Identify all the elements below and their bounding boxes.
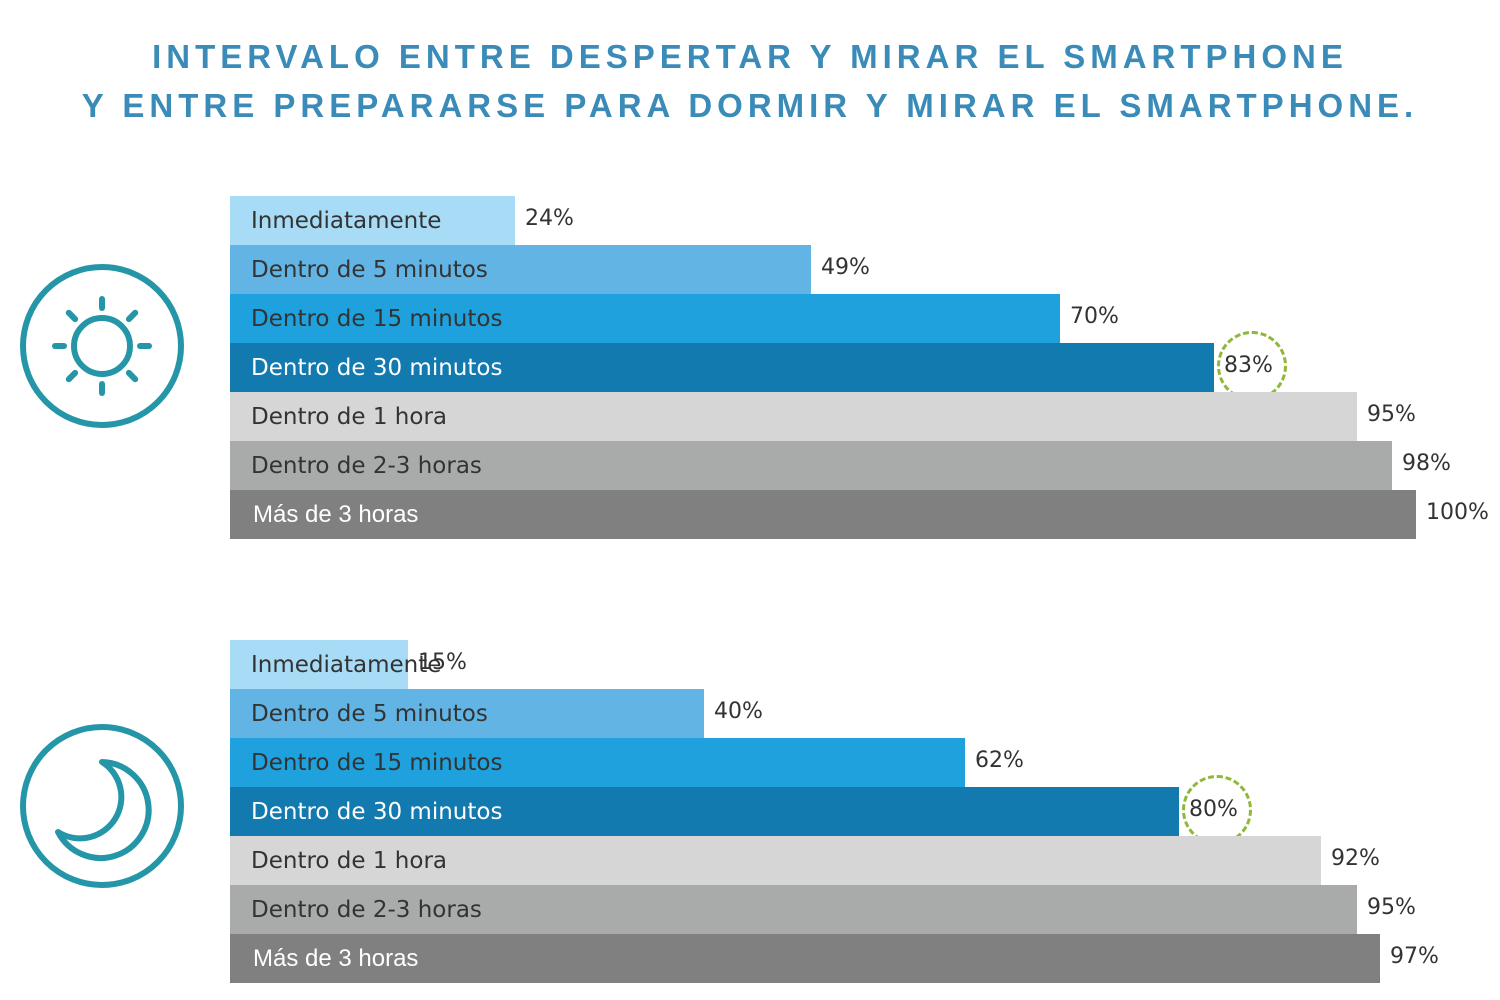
bar-value-label: 98% bbox=[1402, 451, 1451, 476]
bar: Inmediatamente bbox=[230, 196, 515, 245]
bar: Más de 3 horas bbox=[230, 490, 1416, 539]
highlight-ring bbox=[1217, 331, 1287, 401]
bar-category-label: Dentro de 1 hora bbox=[251, 403, 447, 430]
bar-category-label: Dentro de 5 minutos bbox=[251, 256, 488, 283]
bar-value-label: 24% bbox=[525, 206, 574, 231]
bar: Dentro de 30 minutos bbox=[230, 787, 1179, 836]
night-panel: Inmediatamente 15% Dentro de 5 minutos 40% D… bbox=[0, 634, 1500, 994]
bar-category-label: Dentro de 2-3 horas bbox=[251, 896, 482, 923]
bar: Inmediatamente bbox=[230, 640, 441, 689]
chart-title-line-2: Y ENTRE PREPARARSE PARA DORMIR Y MIRAR E… bbox=[81, 87, 1419, 124]
morning-bar-chart: Inmediatamente 24% Dentro de 5 minutos 49% D… bbox=[0, 190, 1500, 550]
bar: Más de 3 horas bbox=[230, 934, 1380, 983]
bar-category-label: Dentro de 1 hora bbox=[251, 847, 447, 874]
bar: Dentro de 15 minutos bbox=[230, 294, 1060, 343]
bar-category-label: Dentro de 30 minutos bbox=[251, 354, 503, 381]
bar-category-label: Inmediatamente bbox=[251, 651, 442, 678]
highlight-ring bbox=[1182, 775, 1252, 845]
night-bar-chart: Inmediatamente 15% Dentro de 5 minutos 40% D… bbox=[0, 634, 1500, 994]
sun-icon bbox=[20, 264, 184, 428]
bar: Dentro de 2-3 horas bbox=[230, 441, 1392, 490]
morning-panel: Inmediatamente 24% Dentro de 5 minutos 49% D… bbox=[0, 190, 1500, 550]
bar-value-label: 62% bbox=[975, 748, 1024, 773]
bar-category-label: Más de 3 horas bbox=[253, 500, 419, 528]
bar-value-label: 100% bbox=[1426, 500, 1489, 525]
bar-category-label: Dentro de 30 minutos bbox=[251, 798, 503, 825]
bar-value-label: 97% bbox=[1390, 944, 1439, 969]
bar-category-label: Dentro de 5 minutos bbox=[251, 700, 488, 727]
bar-category-label: Dentro de 15 minutos bbox=[251, 749, 503, 776]
bar: Dentro de 5 minutos bbox=[230, 689, 704, 738]
bar-value-label: 95% bbox=[1367, 402, 1416, 427]
bar-value-label: 40% bbox=[714, 699, 763, 724]
bar: Dentro de 15 minutos bbox=[230, 738, 965, 787]
moon-icon bbox=[20, 724, 184, 888]
bar-category-label: Dentro de 15 minutos bbox=[251, 305, 503, 332]
bar-value-label: 15% bbox=[418, 650, 467, 675]
bar-category-label: Inmediatamente bbox=[251, 207, 442, 234]
bar: Dentro de 5 minutos bbox=[230, 245, 811, 294]
bar: Dentro de 2-3 horas bbox=[230, 885, 1357, 934]
bar-value-label: 95% bbox=[1367, 895, 1416, 920]
bar-value-label: 70% bbox=[1070, 304, 1119, 329]
bar-value-label: 92% bbox=[1331, 846, 1380, 871]
bar: Dentro de 1 hora bbox=[230, 392, 1357, 441]
bar-value-label: 49% bbox=[821, 255, 870, 280]
bar: Dentro de 30 minutos bbox=[230, 343, 1214, 392]
bar: Dentro de 1 hora bbox=[230, 836, 1321, 885]
bar-category-label: Dentro de 2-3 horas bbox=[251, 452, 482, 479]
bar-category-label: Más de 3 horas bbox=[253, 944, 419, 972]
chart-title-line-1: INTERVALO ENTRE DESPERTAR Y MIRAR EL SMA… bbox=[152, 38, 1348, 75]
